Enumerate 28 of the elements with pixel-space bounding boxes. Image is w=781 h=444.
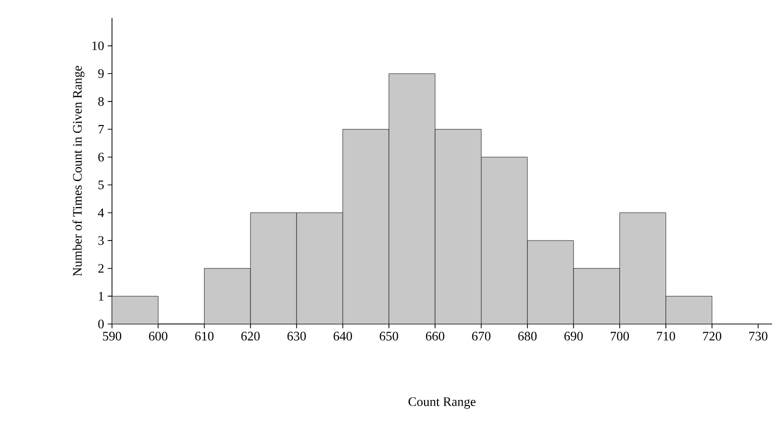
- x-tick-label: 670: [472, 332, 490, 341]
- x-tick-label: 600: [149, 332, 168, 341]
- x-tick-label: 700: [610, 332, 629, 341]
- y-tick-label: 3: [98, 236, 104, 245]
- x-tick-label: 680: [518, 332, 537, 341]
- x-axis-title: Count Range: [408, 397, 476, 409]
- y-tick-label: 5: [98, 180, 104, 190]
- x-tick-label: 640: [334, 332, 352, 341]
- x-tick-label: 690: [564, 332, 583, 341]
- y-tick-label: 0: [98, 320, 104, 328]
- x-tick-label: 650: [380, 332, 398, 341]
- y-tick-label: 4: [98, 208, 104, 217]
- x-tick-label: 620: [241, 332, 260, 341]
- y-tick-label: 8: [98, 97, 104, 106]
- x-tick-label: 590: [103, 332, 122, 341]
- x-tick-label: 730: [749, 332, 768, 341]
- y-tick-label: 9: [98, 69, 104, 78]
- x-tick-label: 710: [657, 332, 676, 341]
- y-tick-label: 10: [92, 41, 104, 50]
- y-tick-label: 2: [98, 264, 104, 273]
- y-axis-title: Number of Times Count in Given Range: [72, 66, 84, 276]
- y-tick-label: 7: [98, 125, 104, 134]
- x-tick-label: 720: [703, 332, 722, 341]
- x-tick-label: 610: [195, 332, 214, 341]
- y-tick-label: 6: [98, 152, 104, 162]
- y-tick-label: 1: [98, 292, 104, 300]
- x-tick-label: 660: [426, 332, 444, 341]
- x-tick-label: 630: [287, 332, 306, 341]
